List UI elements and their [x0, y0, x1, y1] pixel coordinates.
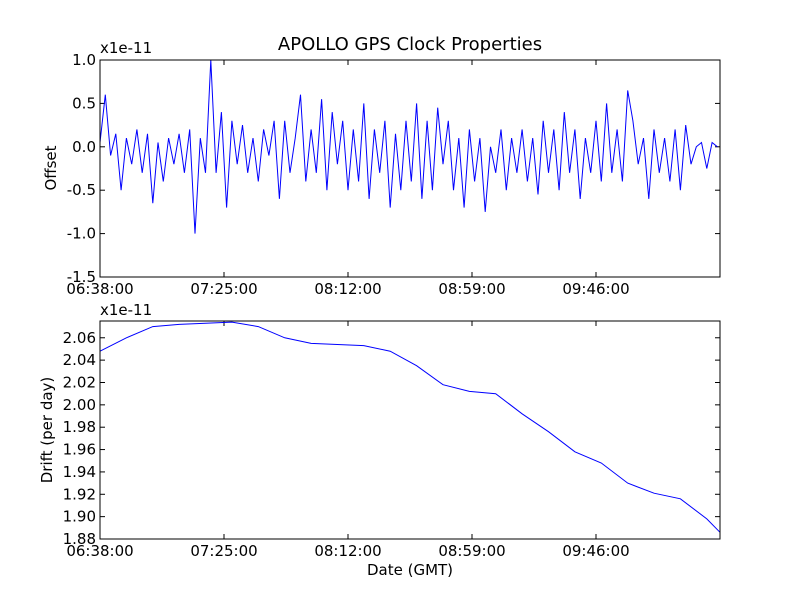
- top-axis-ticks: 06:38:00 07:25:00 08:12:00 08:59:00 09:46:00…: [66, 51, 720, 298]
- top-xtick-label: 09:46:00: [562, 280, 629, 298]
- top-ytick-label: -1.5: [67, 268, 96, 286]
- bottom-offset-text: x1e-11: [100, 301, 152, 319]
- top-ytick-label: -0.5: [67, 181, 96, 199]
- bottom-ytick-label: 1.92: [63, 485, 96, 503]
- bottom-ytick-label: 2.02: [63, 373, 96, 391]
- bottom-ylabel: Drift (per day): [38, 377, 56, 484]
- top-xtick-label: 06:38:00: [66, 280, 133, 298]
- top-ylabel: Offset: [42, 145, 60, 190]
- bottom-ytick-label: 1.98: [63, 418, 96, 436]
- drift-series-line: [99, 321, 721, 533]
- bottom-ytick-label: 2.00: [63, 396, 96, 414]
- bottom-axis-ticks: 06:38:00 07:25:00 08:12:00 08:59:00 09:46:00…: [63, 321, 720, 560]
- top-ytick-label: 0.0: [72, 138, 96, 156]
- offset-series-line: [99, 59, 718, 234]
- top-ytick-label: -1.0: [67, 225, 96, 243]
- bottom-xlabel: Date (GMT): [367, 561, 453, 579]
- bottom-ytick-label: 2.04: [63, 351, 96, 369]
- chart-title: APOLLO GPS Clock Properties: [278, 34, 542, 55]
- bottom-xtick-label: 08:59:00: [438, 542, 505, 560]
- top-ytick-label: 1.0: [72, 51, 96, 69]
- bottom-ytick-label: 1.96: [63, 441, 96, 459]
- bottom-xtick-label: 08:12:00: [314, 542, 381, 560]
- bottom-ytick-label: 1.94: [63, 463, 96, 481]
- bottom-ytick-label: 1.88: [63, 530, 96, 548]
- bottom-xtick-label: 09:46:00: [562, 542, 629, 560]
- bottom-ytick-label: 2.06: [63, 329, 96, 347]
- top-xtick-label: 08:12:00: [314, 280, 381, 298]
- top-xtick-label: 07:25:00: [190, 280, 257, 298]
- top-ytick-label: 0.5: [72, 94, 96, 112]
- bottom-xtick-label: 06:38:00: [66, 542, 133, 560]
- bottom-ytick-label: 1.90: [63, 508, 96, 526]
- top-xtick-label: 08:59:00: [438, 280, 505, 298]
- bottom-plot-frame: [99, 320, 721, 540]
- top-offset-text: x1e-11: [100, 39, 152, 57]
- bottom-xtick-label: 07:25:00: [190, 542, 257, 560]
- top-plot-frame: [99, 59, 721, 278]
